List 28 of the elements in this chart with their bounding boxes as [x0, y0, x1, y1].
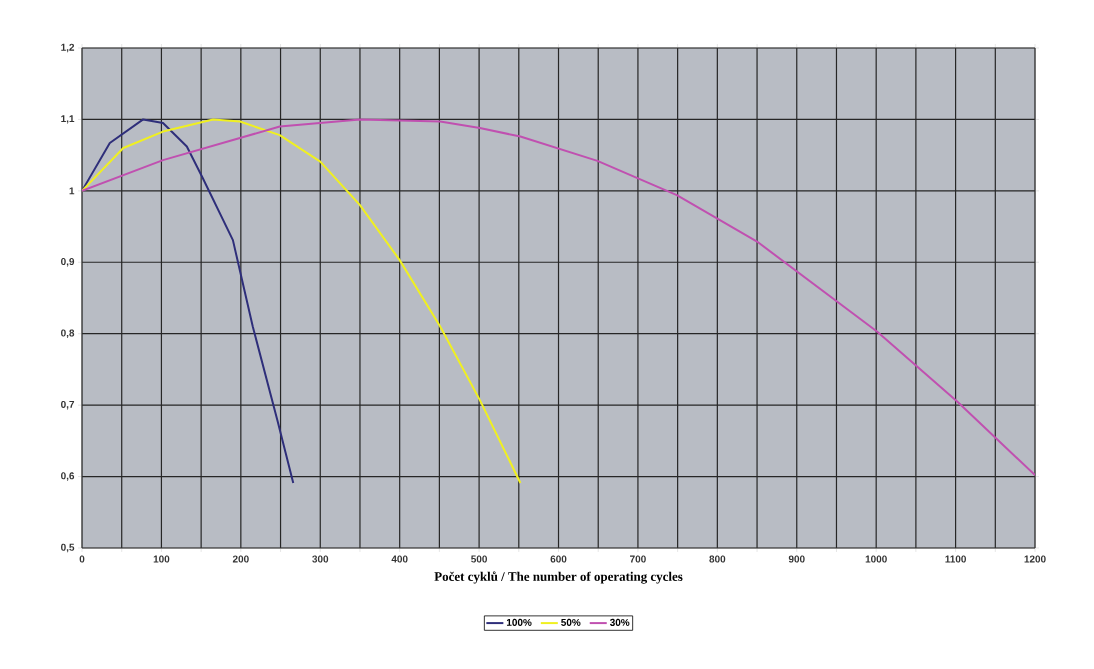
line-series — [82, 118, 1036, 477]
y-tick-label: 1,1 — [61, 115, 75, 124]
y-tick-label: 0,5 — [61, 543, 75, 553]
x-tick-label: 1000 — [865, 555, 887, 563]
line-series — [82, 118, 522, 484]
x-tick-label: 600 — [550, 555, 567, 563]
y-tick-label: 0,6 — [61, 472, 75, 481]
x-tick-label: 500 — [471, 555, 487, 563]
y-tick-label: 1,2 — [61, 43, 75, 53]
x-tick-label: 900 — [788, 555, 805, 563]
x-tick-label: 800 — [709, 555, 726, 563]
x-axis-title: Počet cyklů / The number of operating cycles — [434, 571, 683, 584]
x-tick-label: 700 — [630, 555, 646, 563]
x-tick-label: 100 — [153, 555, 170, 563]
x-tick-label: 0 — [79, 555, 85, 563]
y-tick-label: 1 — [69, 187, 75, 195]
x-tick-label: 200 — [232, 555, 249, 563]
x-tick-label: 400 — [391, 555, 408, 563]
y-tick-label: 0,7 — [61, 400, 75, 410]
legend-label: 30% — [609, 618, 630, 626]
y-tick-label: 0,9 — [61, 258, 75, 267]
x-tick-label: 300 — [312, 555, 329, 563]
y-tick-label: 0,8 — [61, 329, 75, 338]
legend-label: 100% — [506, 618, 532, 626]
x-tick-label: 1200 — [1024, 555, 1046, 563]
legend-label: 50% — [561, 618, 581, 626]
x-tick-label: 1100 — [945, 555, 966, 563]
line-series — [82, 118, 295, 484]
